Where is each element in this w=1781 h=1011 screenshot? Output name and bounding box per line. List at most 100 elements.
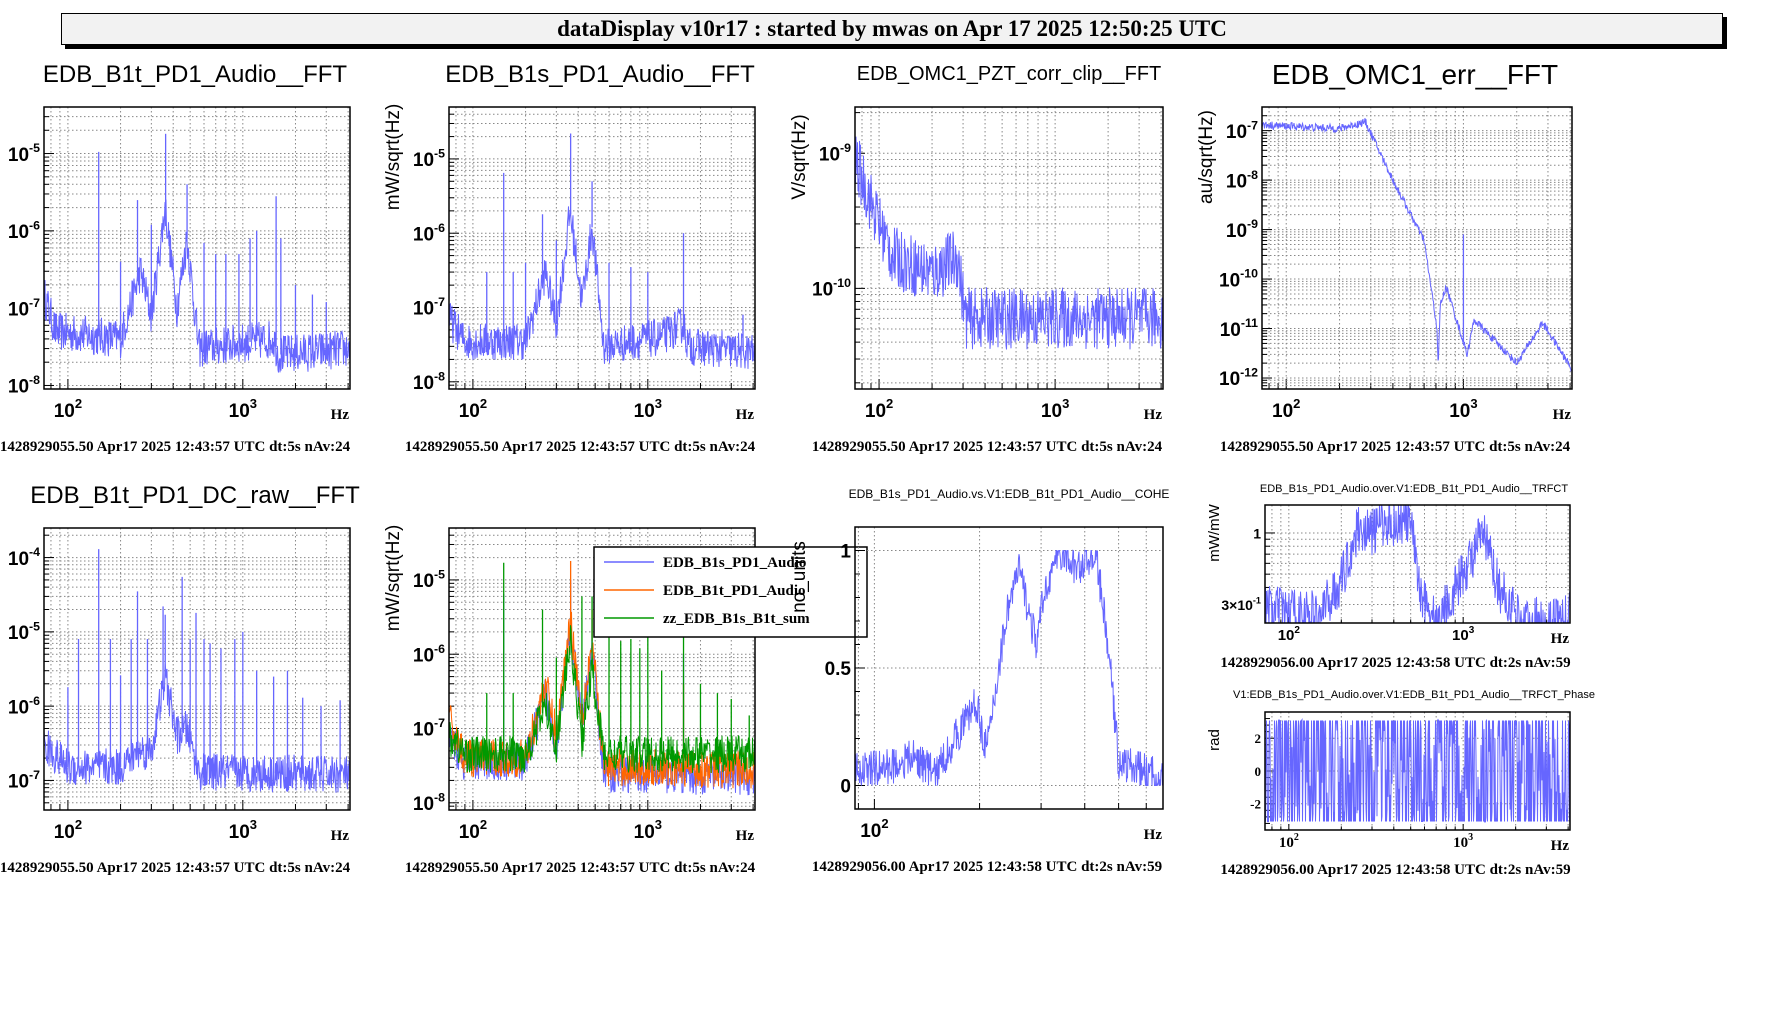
x-tick-label: 103 bbox=[1452, 625, 1475, 644]
series-group bbox=[449, 560, 755, 796]
plot-footer-timestamp: 1428929056.00 Apr17 2025 12:43:58 UTC dt… bbox=[812, 859, 1162, 875]
x-axis-label: Hz bbox=[331, 407, 350, 423]
series-group bbox=[1265, 717, 1570, 824]
series-line-0 bbox=[855, 136, 1163, 350]
series-line-0 bbox=[1265, 505, 1570, 623]
plot-footer-timestamp: 1428929055.50 Apr17 2025 12:43:57 UTC dt… bbox=[812, 439, 1163, 455]
x-tick-label: 102 bbox=[1279, 832, 1299, 851]
grid bbox=[1262, 106, 1572, 390]
plot-frame bbox=[1264, 504, 1571, 624]
y-axis-label: mW/sqrt(Hz) bbox=[383, 104, 404, 211]
plot-panel-b1t_dc_raw_fft[interactable]: EDB_B1t_PD1_DC_raw__FFT 10-7 10-6 10-5 10-4 1… bbox=[0, 482, 360, 876]
series-group bbox=[449, 133, 755, 369]
y-tick-label: 10-8 bbox=[413, 790, 445, 815]
series-group bbox=[44, 549, 350, 793]
y-axis-label: mW/mW bbox=[1206, 503, 1223, 561]
plot-frame bbox=[448, 106, 756, 390]
x-tick-label: 102 bbox=[1278, 625, 1301, 644]
y-tick-label: 10-7 bbox=[8, 768, 40, 793]
y-tick-label: 10-5 bbox=[8, 141, 40, 166]
plot-footer-timestamp: 1428929056.00 Apr17 2025 12:43:58 UTC dt… bbox=[1220, 655, 1570, 671]
plot-frame bbox=[1261, 106, 1573, 390]
legend-entry: EDB_B1t_PD1_Audio bbox=[663, 583, 806, 599]
x-axis-label: Hz bbox=[1551, 838, 1570, 854]
y-tick-label: 1 bbox=[1253, 525, 1261, 541]
plot-panel-trfct_phase[interactable]: V1:EDB_B1s_PD1_Audio.over.V1:EDB_B1t_PD1… bbox=[1206, 689, 1595, 878]
series-line-0 bbox=[1265, 717, 1570, 824]
plot-frame bbox=[448, 527, 756, 811]
plot-footer-timestamp: 1428929055.50 Apr17 2025 12:43:57 UTC dt… bbox=[0, 439, 351, 455]
plot-panel-overlay_fft[interactable]: 10-8 10-7 10-6 10-5 102 103 Hz mW/sqrt(Hz) 14289… bbox=[383, 525, 868, 876]
plot-footer-timestamp: 1428929056.00 Apr17 2025 12:43:58 UTC dt… bbox=[1220, 862, 1570, 878]
x-tick-label: 102 bbox=[865, 396, 893, 422]
x-axis-label: Hz bbox=[331, 828, 350, 844]
x-tick-label: 103 bbox=[229, 817, 257, 843]
series-line-0 bbox=[44, 663, 350, 793]
y-tick-label: 10-5 bbox=[413, 147, 445, 172]
y-tick-label: 1 bbox=[840, 542, 851, 563]
y-tick-label: 10-6 bbox=[413, 221, 445, 246]
plot-footer-timestamp: 1428929055.50 Apr17 2025 12:43:57 UTC dt… bbox=[405, 860, 756, 876]
x-axis-label: Hz bbox=[1551, 631, 1570, 647]
x-tick-label: 102 bbox=[54, 396, 82, 422]
app-title: dataDisplay v10r17 : started by mwas on … bbox=[557, 16, 1227, 41]
y-tick-label: 0 bbox=[840, 777, 851, 798]
x-axis-label: Hz bbox=[736, 828, 755, 844]
legend-entry: zz_EDB_B1s_B1t_sum bbox=[663, 611, 810, 627]
x-axis-label: Hz bbox=[1144, 827, 1163, 843]
plot-panel-b1t_audio_fft[interactable]: EDB_B1t_PD1_Audio__FFT 10-8 10-7 10-6 10-5 10… bbox=[0, 61, 351, 455]
x-tick-label: 103 bbox=[634, 817, 662, 843]
x-axis-label: Hz bbox=[1144, 407, 1163, 423]
plot-panel-b1s_audio_fft[interactable]: EDB_B1s_PD1_Audio__FFT 10-8 10-7 10-6 10-5 10… bbox=[383, 61, 756, 455]
plot-panel-trfct[interactable]: EDB_B1s_PD1_Audio.over.V1:EDB_B1t_PD1_Au… bbox=[1206, 483, 1571, 671]
x-axis-label: Hz bbox=[1553, 407, 1572, 423]
series-group bbox=[855, 136, 1163, 350]
x-tick-label: 103 bbox=[1449, 396, 1477, 422]
y-tick-label: 10-8 bbox=[8, 373, 40, 398]
x-tick-label: 102 bbox=[459, 817, 487, 843]
plot-frame bbox=[43, 106, 351, 390]
series-group bbox=[44, 133, 350, 373]
x-tick-label: 102 bbox=[54, 817, 82, 843]
app-title-bar: dataDisplay v10r17 : started by mwas on … bbox=[61, 13, 1723, 45]
y-axis-label: mW/sqrt(Hz) bbox=[383, 525, 404, 632]
plot-title: V1:EDB_B1s_PD1_Audio.over.V1:EDB_B1t_PD1… bbox=[1233, 689, 1595, 701]
plot-frame bbox=[854, 526, 1164, 810]
y-tick-label: 10-10 bbox=[1219, 267, 1258, 292]
plot-footer-timestamp: 1428929055.50 Apr17 2025 12:43:57 UTC dt… bbox=[0, 860, 351, 876]
x-tick-label: 102 bbox=[1272, 396, 1300, 422]
x-tick-label: 103 bbox=[1041, 396, 1069, 422]
y-tick-label: 10-7 bbox=[413, 295, 445, 320]
y-tick-label: 10-6 bbox=[8, 694, 40, 719]
series-group bbox=[855, 548, 1163, 787]
series-line-0 bbox=[44, 199, 350, 373]
y-tick-label: 3×10-1 bbox=[1221, 596, 1261, 613]
x-tick-label: 103 bbox=[1453, 832, 1473, 851]
plot-title: EDB_OMC1_err__FFT bbox=[1272, 59, 1558, 90]
y-tick-label: 0.5 bbox=[825, 659, 852, 680]
y-tick-label: 10-10 bbox=[812, 276, 851, 301]
plot-frame bbox=[43, 527, 351, 811]
plot-panel-omc1_err_fft[interactable]: EDB_OMC1_err__FFT 10-12 10-11 10-10 10-9 10-8… bbox=[1196, 59, 1573, 455]
legend: EDB_B1s_PD1_Audio EDB_B1t_PD1_Audio zz_EDB… bbox=[593, 546, 868, 638]
plot-title: EDB_OMC1_PZT_corr_clip__FFT bbox=[857, 63, 1162, 85]
y-tick-label: 10-8 bbox=[1226, 168, 1258, 193]
y-tick-label: 10-9 bbox=[819, 141, 851, 166]
plot-title: EDB_B1t_PD1_DC_raw__FFT bbox=[30, 482, 360, 509]
y-tick-label: -2 bbox=[1250, 797, 1261, 812]
plot-panel-omc1_pzt_fft[interactable]: EDB_OMC1_PZT_corr_clip__FFT 10-10 10-9 102 1… bbox=[789, 63, 1164, 455]
y-axis-label: au/sqrt(Hz) bbox=[1196, 110, 1217, 204]
y-tick-label: 10-8 bbox=[413, 369, 445, 394]
plot-panel-coherence[interactable]: EDB_B1s_PD1_Audio.vs.V1:EDB_B1t_PD1_Audi… bbox=[789, 487, 1169, 875]
y-axis-label: no_units bbox=[789, 541, 810, 613]
x-axis-label: Hz bbox=[736, 407, 755, 423]
y-tick-label: 10-6 bbox=[413, 642, 445, 667]
series-group bbox=[1262, 118, 1572, 373]
plot-title: EDB_B1t_PD1_Audio__FFT bbox=[43, 61, 348, 88]
y-tick-label: 10-5 bbox=[413, 568, 445, 593]
plot-title: EDB_B1s_PD1_Audio.vs.V1:EDB_B1t_PD1_Audi… bbox=[849, 487, 1170, 501]
y-axis-label: V/sqrt(Hz) bbox=[789, 114, 810, 200]
plot-title: EDB_B1s_PD1_Audio__FFT bbox=[445, 61, 755, 88]
plot-footer-timestamp: 1428929055.50 Apr17 2025 12:43:57 UTC dt… bbox=[405, 439, 756, 455]
series-line-0 bbox=[855, 548, 1163, 787]
